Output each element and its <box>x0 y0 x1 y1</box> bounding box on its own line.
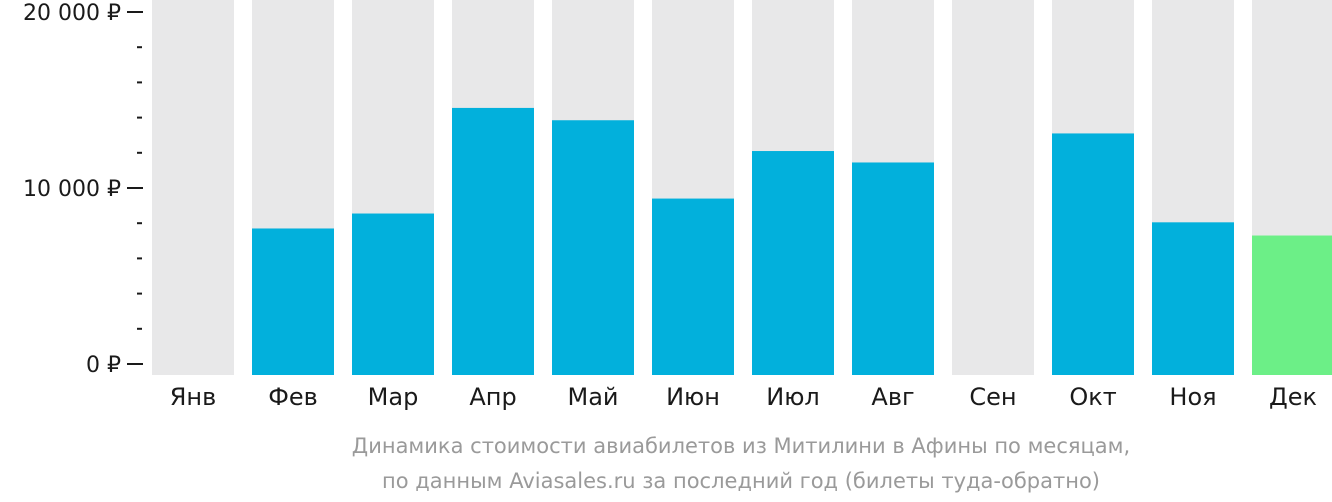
x-tick-label-07: Июл <box>766 383 820 411</box>
x-tick-label-08: Авг <box>871 383 914 411</box>
bar-08[interactable] <box>852 162 934 375</box>
bar-background-01 <box>152 0 234 375</box>
x-tick-label-10: Окт <box>1069 383 1116 411</box>
bar-06[interactable] <box>652 198 734 375</box>
caption-line-1: Динамика стоимости авиабилетов из Митили… <box>352 434 1130 458</box>
x-tick-label-03: Мар <box>368 383 419 411</box>
bar-10[interactable] <box>1052 133 1134 375</box>
x-axis-labels: Янв Фев Мар Апр Май Июн Июл Авг Сен Окт Ноя Дек <box>170 383 1317 411</box>
bar-12[interactable] <box>1252 235 1332 375</box>
bar-11[interactable] <box>1152 222 1234 375</box>
x-tick-label-04: Апр <box>469 383 516 411</box>
bar-02[interactable] <box>252 228 334 375</box>
chart-caption: Динамика стоимости авиабилетов из Митили… <box>352 434 1130 493</box>
bar-07[interactable] <box>752 151 834 375</box>
y-tick-label-3: 20 000 ₽ <box>23 1 121 26</box>
x-tick-label-05: Май <box>567 383 618 411</box>
x-tick-label-02: Фев <box>268 383 318 411</box>
x-tick-label-12: Дек <box>1269 383 1317 411</box>
x-tick-label-06: Июн <box>666 383 720 411</box>
x-tick-label-01: Янв <box>170 383 217 411</box>
data-bars <box>252 107 1332 376</box>
x-tick-label-09: Сен <box>969 383 1016 411</box>
y-tick-label-2: 10 000 ₽ <box>23 177 121 202</box>
x-tick-label-11: Ноя <box>1169 383 1216 411</box>
bar-03[interactable] <box>352 213 434 375</box>
caption-line-2: по данным Aviasales.ru за последний год … <box>382 469 1100 493</box>
y-tick-label-1: 0 ₽ <box>86 353 121 378</box>
bar-05[interactable] <box>552 120 634 376</box>
bar-04[interactable] <box>452 107 534 376</box>
bar-background-09 <box>952 0 1034 375</box>
y-axis: 0 ₽ 10 000 ₽ 20 000 ₽ <box>23 1 143 378</box>
